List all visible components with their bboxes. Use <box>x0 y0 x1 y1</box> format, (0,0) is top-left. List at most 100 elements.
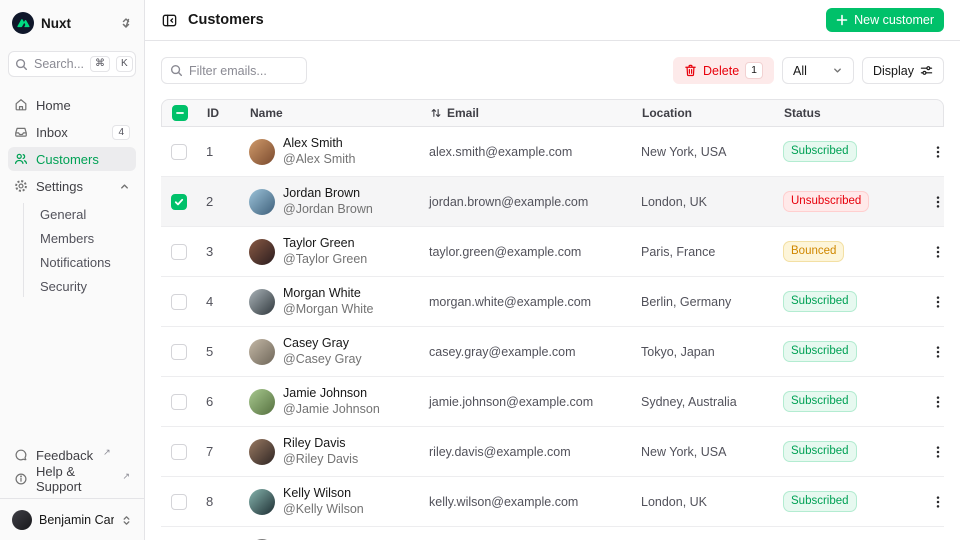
avatar <box>249 288 275 315</box>
column-header-location: Location <box>642 106 692 120</box>
row-actions-button[interactable] <box>927 191 944 213</box>
row-actions-button[interactable] <box>927 241 944 263</box>
user-menu[interactable]: Benjamin Canac <box>8 506 136 532</box>
sidebar-item-settings[interactable]: Settings <box>8 174 136 198</box>
sidebar-item-label: Customers <box>36 151 99 167</box>
row-checkbox[interactable] <box>171 343 187 360</box>
workspace-name: Nuxt <box>41 15 71 31</box>
sidebar-item-label: Feedback <box>36 447 94 463</box>
user-name: Benjamin Canac <box>39 513 114 527</box>
table-row[interactable]: 5 Casey Gray @Casey Gray casey.gray@exam… <box>161 327 944 377</box>
row-actions-button[interactable] <box>927 141 944 163</box>
row-customer: Taylor Green @Taylor Green <box>245 236 425 267</box>
status-filter-select[interactable]: All <box>782 57 854 84</box>
row-checkbox[interactable] <box>171 193 187 210</box>
workspace-switcher[interactable]: Nuxt <box>8 10 136 36</box>
row-checkbox[interactable] <box>171 443 187 460</box>
row-location: Berlin, Germany <box>641 294 732 309</box>
page-title: Customers <box>188 12 264 28</box>
sidebar-item-label: Home <box>36 97 71 113</box>
table-row[interactable]: 3 Taylor Green @Taylor Green taylor.gree… <box>161 227 944 277</box>
row-actions-button[interactable] <box>927 391 944 413</box>
sidebar-divider <box>0 498 144 499</box>
customer-handle: @Taylor Green <box>283 251 368 266</box>
select-all-checkbox[interactable] <box>172 105 188 121</box>
customer-handle: @Casey Gray <box>283 351 362 366</box>
customer-name: Taylor Green <box>283 235 355 250</box>
table-row[interactable]: 2 Jordan Brown @Jordan Brown jordan.brow… <box>161 177 944 227</box>
row-email: kelly.wilson@example.com <box>429 494 579 509</box>
row-id: 3 <box>206 244 214 259</box>
sidebar-subitem-security[interactable]: Security <box>40 278 87 294</box>
kbd-key: K <box>116 56 133 72</box>
status-badge: Subscribed <box>783 291 857 312</box>
row-email: alex.smith@example.com <box>429 144 573 159</box>
row-actions-button[interactable] <box>927 441 944 463</box>
nuxt-logo-icon <box>12 12 34 34</box>
row-actions-button[interactable] <box>927 341 944 363</box>
row-email: riley.davis@example.com <box>429 444 571 459</box>
sidebar-item-label: Inbox <box>36 124 68 140</box>
sidebar-item-home[interactable]: Home <box>8 93 136 117</box>
sort-arrows-icon <box>430 107 442 119</box>
sidebar-item-feedback[interactable]: Feedback ↗ <box>8 443 136 467</box>
row-customer: Jordan Brown @Jordan Brown <box>245 186 425 217</box>
row-checkbox[interactable] <box>171 393 187 410</box>
sidebar-subitem-general[interactable]: General <box>40 206 87 222</box>
row-location: Tokyo, Japan <box>641 344 715 359</box>
chevron-up-icon <box>119 181 130 192</box>
sidebar-subitem-members[interactable]: Members <box>40 230 95 246</box>
sidebar-subitem-notifications[interactable]: Notifications <box>40 254 111 270</box>
sidebar-nav: Home Inbox 4 Customers Settings <box>8 93 136 297</box>
row-actions-button[interactable] <box>927 291 944 313</box>
row-email: casey.gray@example.com <box>429 344 576 359</box>
customer-handle: @Riley Davis <box>283 451 359 466</box>
customer-name: Riley Davis <box>283 435 346 450</box>
table-row[interactable]: 4 Morgan White @Morgan White morgan.whit… <box>161 277 944 327</box>
table-row[interactable]: 8 Kelly Wilson @Kelly Wilson kelly.wilso… <box>161 477 944 527</box>
row-checkbox[interactable] <box>171 293 187 310</box>
sidebar-item-inbox[interactable]: Inbox 4 <box>8 120 136 144</box>
row-checkbox[interactable] <box>171 143 187 160</box>
status-badge: Subscribed <box>783 441 857 462</box>
row-id: 1 <box>206 144 214 159</box>
row-actions-button[interactable] <box>927 491 944 513</box>
gear-icon <box>14 179 28 193</box>
kbd-meta: ⌘ <box>90 56 111 72</box>
settings-submenu: General Members Notifications Security <box>23 203 136 297</box>
collapse-sidebar-button[interactable] <box>161 12 178 29</box>
chevron-updown-icon <box>120 17 132 29</box>
table-row[interactable]: 1 Alex Smith @Alex Smith alex.smith@exam… <box>161 127 944 177</box>
row-email: jordan.brown@example.com <box>429 194 589 209</box>
row-checkbox[interactable] <box>171 243 187 260</box>
customers-table: ID Name Email Location Status <box>161 99 944 540</box>
row-checkbox[interactable] <box>171 493 187 510</box>
new-customer-button[interactable]: New customer <box>826 8 944 32</box>
sidebar-item-label: Help & Support <box>36 464 82 494</box>
sidebar-item-customers[interactable]: Customers <box>8 147 136 171</box>
display-button[interactable]: Display <box>862 57 944 84</box>
inbox-icon <box>14 125 28 139</box>
avatar <box>249 538 275 540</box>
table-row[interactable] <box>161 527 944 540</box>
sidebar-item-help-support[interactable]: Help & Support ↗ <box>8 464 136 494</box>
avatar <box>249 488 275 515</box>
table-row[interactable]: 7 Riley Davis @Riley Davis riley.davis@e… <box>161 427 944 477</box>
external-link-icon: ↗ <box>103 446 111 457</box>
plus-icon <box>836 14 848 26</box>
column-header-email[interactable]: Email <box>426 106 638 120</box>
row-id: 8 <box>206 494 214 509</box>
search-input[interactable]: Search... ⌘ K <box>8 51 136 77</box>
filter-emails-input[interactable]: Filter emails... <box>161 57 307 84</box>
delete-button[interactable]: Delete 1 <box>673 57 774 84</box>
status-badge: Bounced <box>783 241 845 262</box>
row-customer: Jamie Johnson @Jamie Johnson <box>245 386 425 417</box>
customer-handle: @Kelly Wilson <box>283 501 364 516</box>
table-body: 1 Alex Smith @Alex Smith alex.smith@exam… <box>161 127 944 540</box>
table-header-row: ID Name Email Location Status <box>161 99 944 127</box>
status-badge: Subscribed <box>783 141 857 162</box>
table-row[interactable]: 6 Jamie Johnson @Jamie Johnson jamie.joh… <box>161 377 944 427</box>
user-avatar <box>12 510 32 530</box>
row-email: taylor.green@example.com <box>429 244 582 259</box>
